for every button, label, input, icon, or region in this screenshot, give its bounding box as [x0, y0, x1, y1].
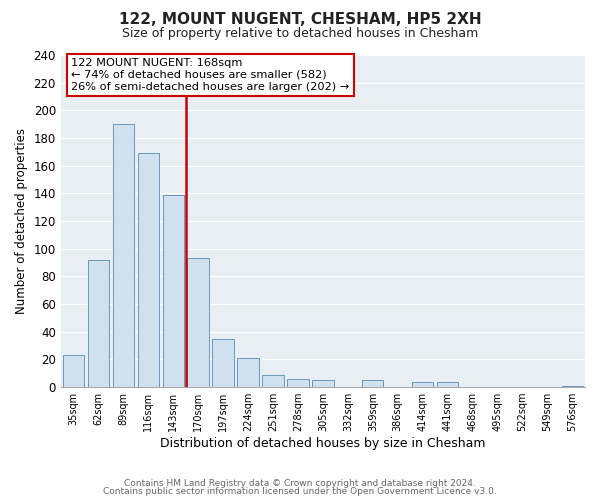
Bar [412, 382, 433, 387]
Bar [88, 260, 109, 387]
Text: 122 MOUNT NUGENT: 168sqm
← 74% of detached houses are smaller (582)
26% of semi-: 122 MOUNT NUGENT: 168sqm ← 74% of detach… [71, 58, 350, 92]
Bar [163, 195, 184, 387]
Text: Contains HM Land Registry data © Crown copyright and database right 2024.: Contains HM Land Registry data © Crown c… [124, 478, 476, 488]
Bar [187, 258, 209, 387]
Bar [137, 153, 159, 387]
Bar [437, 382, 458, 387]
Text: Size of property relative to detached houses in Chesham: Size of property relative to detached ho… [122, 28, 478, 40]
Text: Contains public sector information licensed under the Open Government Licence v3: Contains public sector information licen… [103, 487, 497, 496]
Bar [362, 380, 383, 387]
Bar [287, 379, 308, 387]
Bar [113, 124, 134, 387]
Bar [238, 358, 259, 387]
X-axis label: Distribution of detached houses by size in Chesham: Distribution of detached houses by size … [160, 437, 485, 450]
Bar [262, 374, 284, 387]
Bar [562, 386, 583, 387]
Bar [212, 338, 233, 387]
Y-axis label: Number of detached properties: Number of detached properties [15, 128, 28, 314]
Bar [62, 356, 84, 387]
Bar [312, 380, 334, 387]
Text: 122, MOUNT NUGENT, CHESHAM, HP5 2XH: 122, MOUNT NUGENT, CHESHAM, HP5 2XH [119, 12, 481, 28]
